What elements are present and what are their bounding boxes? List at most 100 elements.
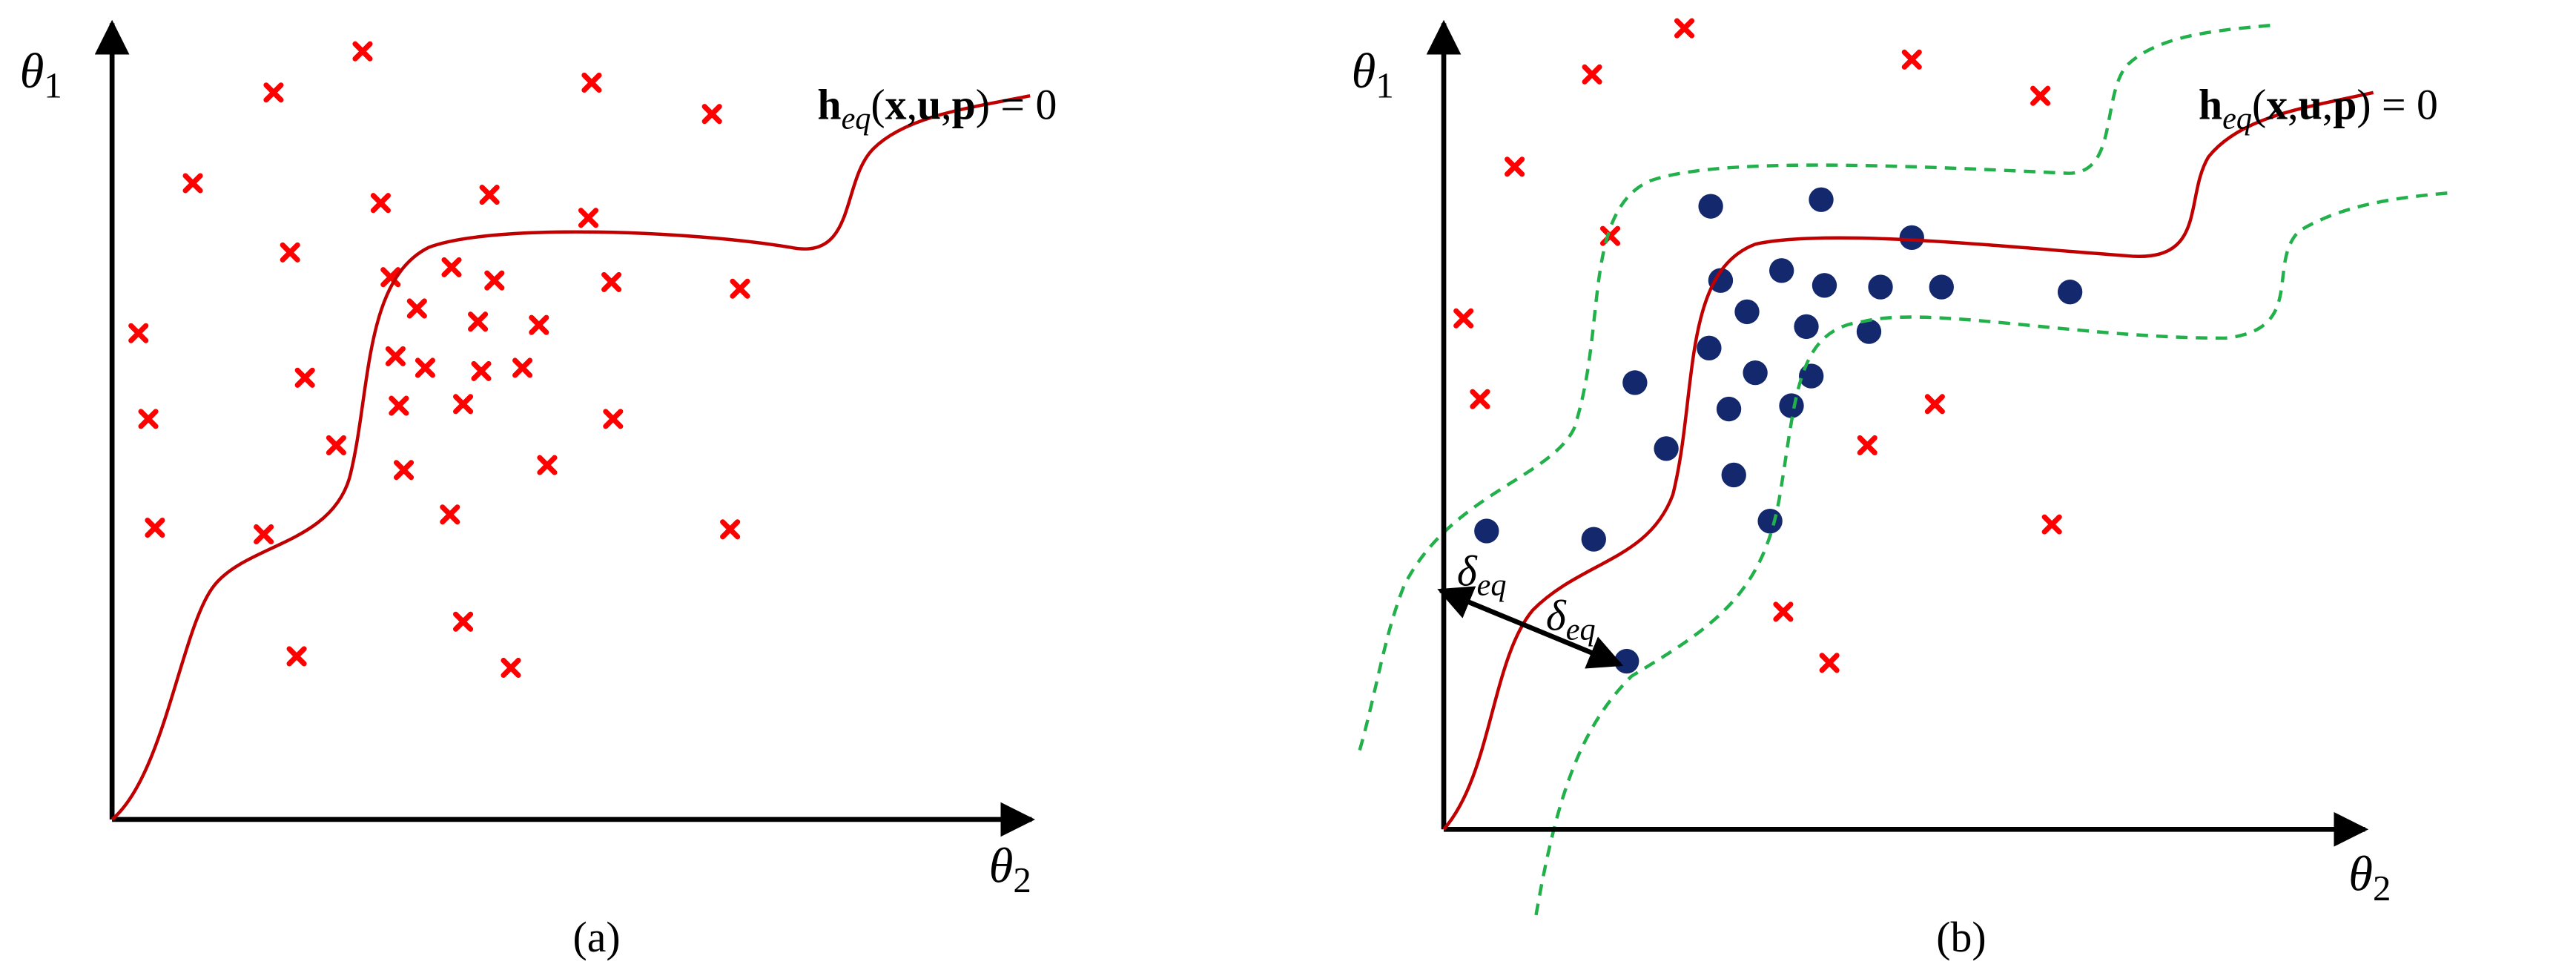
dot-marker bbox=[1794, 314, 1819, 340]
cross-marker bbox=[326, 435, 346, 455]
cross-marker bbox=[389, 395, 409, 416]
cross-marker bbox=[1901, 49, 1922, 70]
dot-marker bbox=[1743, 360, 1768, 386]
eq-part: p bbox=[952, 82, 976, 128]
cross-marker bbox=[484, 270, 505, 291]
dot-marker bbox=[1654, 436, 1679, 461]
cross-marker bbox=[730, 278, 750, 299]
panel-label: (b) bbox=[1936, 914, 1986, 961]
cross-marker bbox=[254, 524, 274, 545]
equation: heq(x,u,p) = 0 bbox=[2199, 82, 2438, 136]
cross-marker bbox=[263, 82, 284, 103]
dot-marker bbox=[1868, 274, 1893, 300]
cross-marker bbox=[393, 460, 415, 481]
cross-marker bbox=[286, 646, 307, 667]
subscript: 1 bbox=[44, 65, 62, 105]
cross-marker bbox=[294, 367, 315, 388]
cross-marker bbox=[537, 455, 558, 475]
cross-marker bbox=[415, 357, 436, 378]
eq-part: ) = 0 bbox=[2357, 82, 2438, 128]
cross-marker bbox=[380, 267, 401, 288]
dot-marker bbox=[1779, 393, 1804, 418]
lower-margin bbox=[1534, 191, 2448, 916]
distance-arrow bbox=[1437, 586, 1624, 669]
symbol: θ bbox=[1352, 44, 1376, 99]
eq-part: eq bbox=[842, 102, 871, 136]
dot-marker bbox=[1474, 518, 1499, 544]
eq-part: x bbox=[885, 82, 907, 128]
upper-margin bbox=[1358, 23, 2275, 751]
cross-marker bbox=[280, 242, 300, 263]
cross-marker bbox=[529, 314, 549, 335]
cross-marker bbox=[471, 360, 492, 381]
cross-marker bbox=[701, 104, 722, 125]
panel-label: (a) bbox=[573, 914, 621, 961]
cross-marker bbox=[501, 657, 521, 679]
eq-part: , bbox=[2322, 82, 2333, 128]
cross-marker bbox=[138, 409, 159, 429]
dot-marker bbox=[1812, 273, 1837, 298]
symbol: θ bbox=[989, 839, 1014, 893]
eq-part: ) = 0 bbox=[976, 82, 1057, 128]
eq-part: h bbox=[2199, 82, 2222, 128]
eq-part: ( bbox=[871, 82, 885, 128]
distance-label: δeq bbox=[1457, 548, 1507, 602]
cross-marker bbox=[578, 208, 599, 228]
dot-marker bbox=[1581, 527, 1606, 552]
dot-marker bbox=[1716, 396, 1742, 422]
eq-part: u bbox=[2299, 82, 2322, 128]
y-axis-label: θ1 bbox=[1352, 44, 1394, 105]
cross-marker bbox=[128, 323, 149, 343]
cross-marker bbox=[581, 72, 602, 93]
cross-marker bbox=[441, 257, 462, 277]
cross-marker bbox=[1470, 389, 1490, 409]
dot-marker bbox=[1899, 225, 1924, 251]
symbol: θ bbox=[2348, 848, 2373, 902]
eq-part: , bbox=[2288, 82, 2298, 128]
equation: heq(x,u,p) = 0 bbox=[817, 82, 1057, 136]
eq-part: h bbox=[817, 82, 841, 128]
cross-marker bbox=[352, 41, 373, 62]
cross-marker bbox=[370, 193, 391, 214]
subscript: eq bbox=[1477, 568, 1507, 603]
x-axis-label: θ2 bbox=[989, 839, 1031, 900]
dot-marker bbox=[1721, 462, 1746, 488]
cross-marker bbox=[1453, 308, 1474, 329]
panel-b: θ1 θ2 heq(x,u,p) = 0 δeq δeq (b) bbox=[1352, 19, 2448, 961]
dot-marker bbox=[1856, 319, 1882, 344]
dot-marker bbox=[1622, 370, 1648, 395]
subscript: 2 bbox=[1013, 860, 1031, 900]
eq-part: , bbox=[907, 82, 917, 128]
x-axis-label: θ2 bbox=[2348, 848, 2391, 908]
symbol: δ bbox=[1546, 593, 1567, 639]
eq-part: u bbox=[917, 82, 941, 128]
subscript: 1 bbox=[1375, 65, 1393, 105]
dot-marker bbox=[2057, 280, 2083, 305]
dot-marker bbox=[1769, 258, 1794, 283]
dot-marker bbox=[1809, 187, 1834, 212]
cross-marker bbox=[1674, 18, 1695, 39]
cross-marker bbox=[1582, 64, 1602, 85]
dot-marker bbox=[1708, 268, 1734, 293]
dot-marker bbox=[1698, 194, 1723, 219]
cross-marker bbox=[440, 504, 460, 525]
y-axis-label: θ1 bbox=[20, 44, 62, 105]
cross-marker bbox=[720, 519, 741, 540]
dot-marker bbox=[1697, 335, 1722, 360]
subscript: eq bbox=[1566, 613, 1596, 647]
cross-marker bbox=[601, 271, 622, 292]
marks bbox=[128, 18, 2083, 679]
dot-marker bbox=[1757, 509, 1783, 534]
dot-marker bbox=[1799, 363, 1824, 389]
cross-marker bbox=[1819, 653, 1840, 673]
subscript: 2 bbox=[2373, 868, 2391, 908]
cross-marker bbox=[1773, 601, 1794, 622]
cross-marker bbox=[406, 298, 427, 319]
cross-marker bbox=[2030, 85, 2051, 106]
eq-part: p bbox=[2333, 82, 2357, 128]
dot-marker bbox=[1734, 299, 1760, 325]
cross-marker bbox=[603, 409, 624, 429]
cross-marker bbox=[453, 394, 474, 415]
cross-marker bbox=[468, 311, 489, 332]
